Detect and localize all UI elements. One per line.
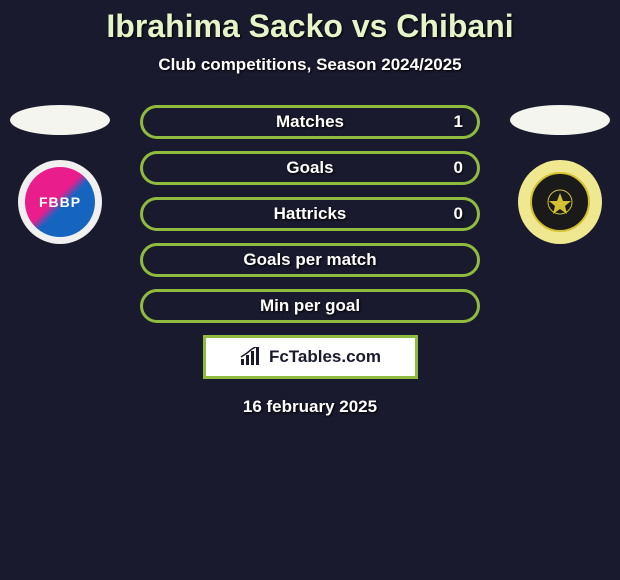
stat-rows: Matches 1 Goals 0 Hattricks 0 Goals per …: [140, 105, 480, 323]
stat-value-right: 1: [454, 112, 463, 132]
stat-row-goals-per-match: Goals per match: [140, 243, 480, 277]
stat-row-min-per-goal: Min per goal: [140, 289, 480, 323]
club-badge-right: [518, 160, 602, 244]
stat-value-right: 0: [454, 204, 463, 224]
brand-logo-box: FcTables.com: [203, 335, 418, 379]
stat-row-matches: Matches 1: [140, 105, 480, 139]
club-badge-right-icon: [530, 172, 590, 232]
player-photo-left: [10, 105, 110, 135]
stat-label: Goals per match: [243, 250, 376, 270]
stat-value-right: 0: [454, 158, 463, 178]
comparison-date: 16 february 2025: [0, 397, 620, 417]
club-badge-left-abbr: FBBP: [25, 167, 95, 237]
stat-row-hattricks: Hattricks 0: [140, 197, 480, 231]
chart-icon: [239, 347, 263, 367]
club-badge-left: FBBP: [18, 160, 102, 244]
stat-label: Min per goal: [260, 296, 360, 316]
player-photo-right: [510, 105, 610, 135]
comparison-title: Ibrahima Sacko vs Chibani: [0, 8, 620, 45]
comparison-subtitle: Club competitions, Season 2024/2025: [0, 55, 620, 75]
stats-area: FBBP Matches 1 Goals 0: [0, 105, 620, 417]
stat-row-goals: Goals 0: [140, 151, 480, 185]
stat-label: Goals: [286, 158, 333, 178]
stat-label: Matches: [276, 112, 344, 132]
stat-label: Hattricks: [274, 204, 347, 224]
brand-name: FcTables.com: [269, 347, 381, 367]
